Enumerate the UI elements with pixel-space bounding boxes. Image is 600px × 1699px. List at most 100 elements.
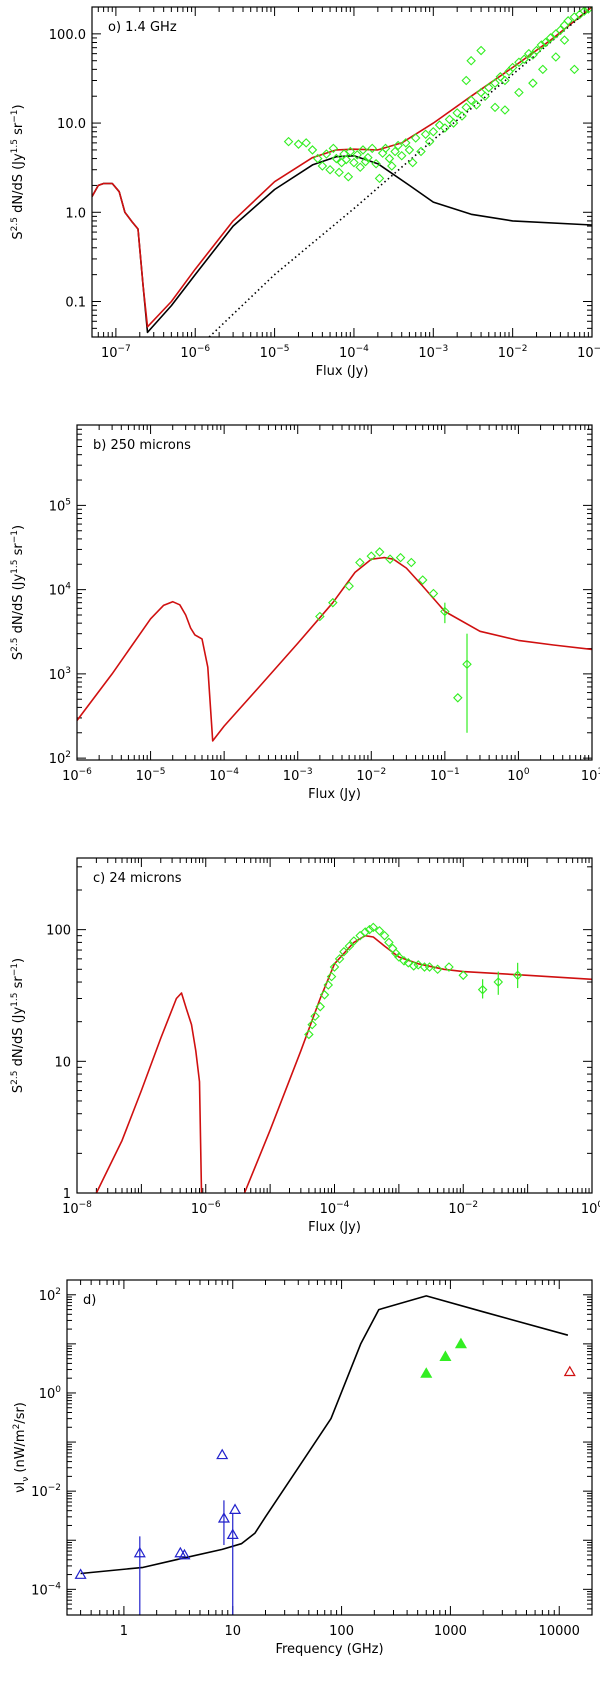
data-point-diamond bbox=[341, 154, 352, 165]
y-axis-label: S2.5 dN/dS (Jy1.5 sr−1) bbox=[10, 104, 26, 239]
plot-frame bbox=[76, 424, 593, 761]
data-point-diamond bbox=[399, 956, 409, 966]
x-tick-label: 101 bbox=[581, 767, 600, 784]
x-tick-label: 10−4 bbox=[209, 767, 239, 784]
x-tick-label: 10−5 bbox=[260, 344, 290, 361]
series-black-model bbox=[80, 1295, 569, 1575]
data-point-diamond bbox=[360, 927, 370, 937]
data-point-diamond bbox=[420, 129, 431, 139]
data-point-diamond bbox=[466, 95, 476, 106]
data-point-diamond bbox=[538, 64, 548, 75]
data-point-diamond bbox=[461, 75, 472, 86]
data-point-diamond bbox=[424, 136, 435, 147]
x-tick-label: 10−4 bbox=[339, 344, 369, 361]
data-point-diamond bbox=[583, 7, 592, 14]
data-point-diamond bbox=[477, 984, 488, 995]
plot-area bbox=[95, 922, 592, 1193]
x-tick-label: 100 bbox=[329, 1624, 354, 1639]
data-point-diamond bbox=[528, 78, 538, 88]
data-point-triangle-blue bbox=[216, 1448, 229, 1460]
data-point-diamond bbox=[319, 990, 330, 1000]
data-point-diamond bbox=[507, 62, 518, 73]
data-point-diamond bbox=[428, 588, 439, 599]
data-point-diamond bbox=[374, 926, 385, 936]
data-point-diamond bbox=[512, 970, 523, 981]
y-tick-label: 102 bbox=[39, 1287, 61, 1304]
data-point-diamond bbox=[329, 962, 340, 972]
x-tick-label: 10−8 bbox=[62, 1200, 92, 1217]
data-point-diamond bbox=[403, 958, 414, 968]
y-tick-label: 103 bbox=[49, 666, 71, 683]
data-point-diamond bbox=[334, 954, 345, 964]
data-point-triangle-blue bbox=[217, 1512, 230, 1523]
data-point-diamond bbox=[379, 930, 390, 941]
y-tick-label: 104 bbox=[49, 582, 72, 599]
data-point-diamond bbox=[355, 930, 365, 941]
data-point-diamond bbox=[360, 156, 371, 167]
data-point-diamond bbox=[334, 167, 344, 178]
data-point-diamond bbox=[453, 693, 463, 703]
data-point-diamond bbox=[349, 936, 359, 946]
data-point-diamond bbox=[385, 554, 395, 564]
data-point-diamond bbox=[440, 123, 450, 133]
data-point-diamond bbox=[367, 143, 378, 154]
x-tick-label: 10−6 bbox=[180, 344, 210, 361]
data-point-diamond bbox=[461, 102, 472, 113]
data-point-diamond bbox=[307, 145, 318, 155]
y-tick-label: 102 bbox=[49, 750, 71, 767]
data-point-diamond bbox=[417, 575, 428, 585]
plot-area bbox=[74, 1295, 576, 1615]
data-point-diamond bbox=[384, 153, 395, 164]
data-point-diamond bbox=[384, 937, 394, 948]
data-point-diamond bbox=[493, 977, 504, 987]
x-tick-label: 10−5 bbox=[136, 767, 166, 784]
x-axis-label: Flux (Jy) bbox=[308, 1220, 361, 1235]
data-point-diamond bbox=[317, 161, 328, 171]
data-point-diamond bbox=[393, 140, 403, 151]
data-point-diamond bbox=[495, 72, 506, 82]
data-point-diamond bbox=[563, 16, 573, 26]
axis-ticks bbox=[76, 858, 593, 1194]
x-axis-label: Flux (Jy) bbox=[308, 787, 361, 802]
x-tick-label: 100 bbox=[507, 767, 530, 784]
plot-frame bbox=[66, 1279, 593, 1616]
data-point-diamond bbox=[283, 136, 294, 147]
data-point-diamond bbox=[312, 153, 323, 164]
axis-ticks bbox=[66, 1279, 593, 1616]
data-point-diamond bbox=[293, 139, 304, 149]
data-point-diamond bbox=[326, 971, 337, 982]
data-point-diamond bbox=[345, 146, 356, 157]
panel-label: b) 250 microns bbox=[93, 438, 191, 453]
data-point-diamond bbox=[466, 55, 476, 66]
data-point-diamond bbox=[490, 78, 500, 88]
data-point-diamond bbox=[358, 145, 368, 155]
data-point-diamond bbox=[355, 162, 366, 172]
y-tick-label: 0.1 bbox=[65, 295, 86, 310]
x-tick-label: 1 bbox=[120, 1624, 128, 1639]
panel-a-1p4ghz: 10−7 10−6 10−5 10−4 10−3 10−2 10−1 0.1 1.0 10.0 10… bbox=[10, 6, 600, 379]
data-point-diamond bbox=[343, 172, 354, 182]
y-tick-label: 1.0 bbox=[65, 206, 86, 221]
data-point-diamond bbox=[462, 659, 472, 670]
data-point-diamond bbox=[371, 158, 381, 169]
data-point-diamond bbox=[416, 146, 426, 157]
data-point-triangle-green bbox=[420, 1367, 433, 1378]
y-axis-label: S2.5 dN/dS (Jy1.5 sr−1) bbox=[10, 958, 26, 1093]
y-tick-label: 1 bbox=[63, 1187, 71, 1202]
x-axis-label: Frequency (GHz) bbox=[275, 1642, 383, 1657]
series-red-model-left bbox=[95, 992, 203, 1193]
data-point-diamond bbox=[377, 148, 388, 158]
panel-c-24-microns: 10−8 10−6 10−4 10−2 100 1 10 100 c) 24 microns Fl… bbox=[10, 857, 600, 1235]
data-point-diamond bbox=[410, 133, 421, 143]
data-point-diamond bbox=[458, 970, 469, 981]
data-point-diamond bbox=[432, 964, 443, 975]
y-tick-label: 100.0 bbox=[49, 28, 86, 43]
y-axis-label: νIν (nW/m2/sr) bbox=[12, 1402, 31, 1493]
data-point-diamond bbox=[396, 150, 407, 161]
data-point-diamond bbox=[440, 606, 450, 617]
data-point-triangle-blue bbox=[226, 1528, 239, 1539]
data-point-diamond bbox=[390, 146, 400, 157]
data-point-diamond bbox=[364, 924, 375, 935]
data-point-diamond bbox=[536, 40, 547, 50]
